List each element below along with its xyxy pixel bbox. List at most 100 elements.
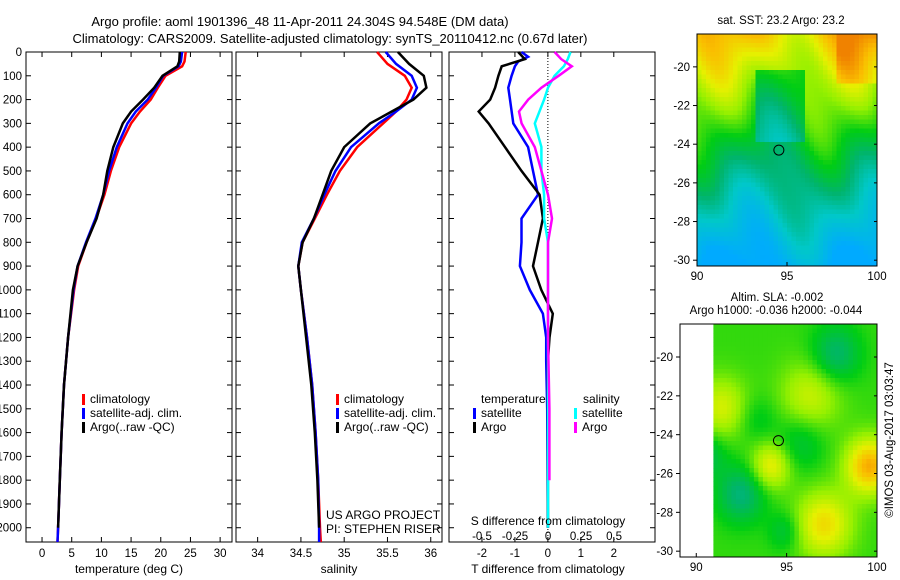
- map-cell: [812, 454, 818, 460]
- map-cell: [733, 52, 738, 57]
- map-cell: [697, 254, 702, 260]
- map-cell: [740, 499, 746, 505]
- map-cell: [850, 52, 855, 57]
- map-cell: [771, 418, 777, 424]
- map-cell: [701, 182, 707, 188]
- map-cell: [728, 263, 734, 266]
- map-cell: [825, 405, 831, 410]
- map-cell: [749, 441, 755, 446]
- map-cell: [798, 459, 804, 464]
- map-cell: [697, 128, 702, 134]
- map-cell: [780, 540, 786, 545]
- map-cell: [733, 137, 738, 143]
- map-cell: [785, 544, 791, 550]
- map-cell: [733, 34, 738, 39]
- map-cell: [796, 160, 801, 165]
- map-cell: [834, 378, 840, 383]
- map-cell: [830, 364, 836, 370]
- map-cell: [805, 151, 810, 156]
- map-cell: [836, 128, 842, 134]
- map-cell: [710, 227, 716, 233]
- map-cell: [807, 355, 813, 361]
- map-cell: [787, 124, 792, 129]
- map-cell: [715, 92, 720, 98]
- map-cell: [710, 119, 716, 125]
- map-cell: [728, 110, 734, 116]
- map-cell: [760, 218, 765, 224]
- map-cell: [816, 405, 822, 410]
- map-cell: [794, 508, 800, 514]
- map-cell: [753, 445, 759, 451]
- map-cell: [776, 373, 782, 379]
- map-cell: [719, 173, 725, 179]
- map-cell: [751, 43, 756, 48]
- map-cell: [841, 160, 846, 165]
- map-cell: [818, 164, 824, 170]
- map-cell: [812, 459, 818, 464]
- map-y-tick-label: -24: [673, 139, 690, 151]
- map-cell: [832, 263, 837, 266]
- map-cell: [863, 97, 869, 102]
- map-cell: [724, 155, 729, 161]
- map-cell: [791, 227, 797, 233]
- map-cell: [726, 418, 732, 424]
- map-cell: [861, 396, 867, 401]
- map-cell: [794, 396, 800, 401]
- map-cell: [706, 74, 711, 80]
- map-cell: [701, 151, 707, 156]
- map-cell: [843, 535, 849, 541]
- map-cell: [834, 459, 840, 464]
- map-cell: [796, 92, 801, 98]
- map-cell: [875, 481, 877, 487]
- map-cell: [701, 191, 707, 197]
- y-tick-label: 1700: [0, 451, 22, 463]
- map-cell: [852, 409, 858, 415]
- map-cell: [764, 187, 770, 192]
- map-cell: [825, 418, 831, 424]
- map-cell: [737, 119, 743, 125]
- map-cell: [830, 432, 836, 437]
- map-cell: [782, 263, 788, 266]
- map-cell: [850, 142, 855, 147]
- map-cell: [753, 526, 759, 532]
- map-cell: [728, 250, 734, 255]
- map-cell: [830, 373, 836, 379]
- map-cell: [825, 342, 831, 347]
- map-cell: [875, 382, 877, 388]
- map-cell: [740, 486, 746, 491]
- map-cell: [726, 508, 732, 514]
- map-cell: [852, 337, 858, 343]
- map-cell: [848, 454, 854, 460]
- map-cell: [769, 214, 774, 219]
- map-cell: [701, 74, 707, 80]
- map-cell: [857, 459, 863, 464]
- map-cell: [827, 38, 833, 44]
- map-cell: [812, 436, 818, 442]
- map-cell: [870, 364, 876, 370]
- map-cell: [762, 535, 768, 541]
- map-cell: [758, 490, 764, 496]
- salinity-panel: 34 34.5 35 35.5 36salinityclimatologysatelli…: [235, 51, 443, 576]
- map-cell: [778, 133, 783, 138]
- map-cell: [773, 137, 779, 143]
- map-cell: [697, 52, 702, 57]
- map-cell: [868, 263, 873, 266]
- map-cell: [870, 328, 876, 334]
- map-cell: [803, 324, 809, 329]
- map-cell: [791, 223, 797, 228]
- map-cell: [812, 324, 818, 329]
- map-cell: [803, 517, 809, 523]
- map-cell: [728, 191, 734, 197]
- map-cell: [749, 423, 755, 428]
- map-cell: [791, 61, 797, 66]
- map-cell: [771, 445, 777, 451]
- map-cell: [845, 223, 851, 228]
- map-cell: [751, 160, 756, 165]
- map-cell: [773, 142, 779, 147]
- map-cell: [771, 472, 777, 478]
- map-cell: [863, 187, 869, 192]
- map-cell: [825, 445, 831, 451]
- map-cell: [807, 409, 813, 415]
- map-cell: [814, 187, 819, 192]
- map-cell: [731, 513, 737, 518]
